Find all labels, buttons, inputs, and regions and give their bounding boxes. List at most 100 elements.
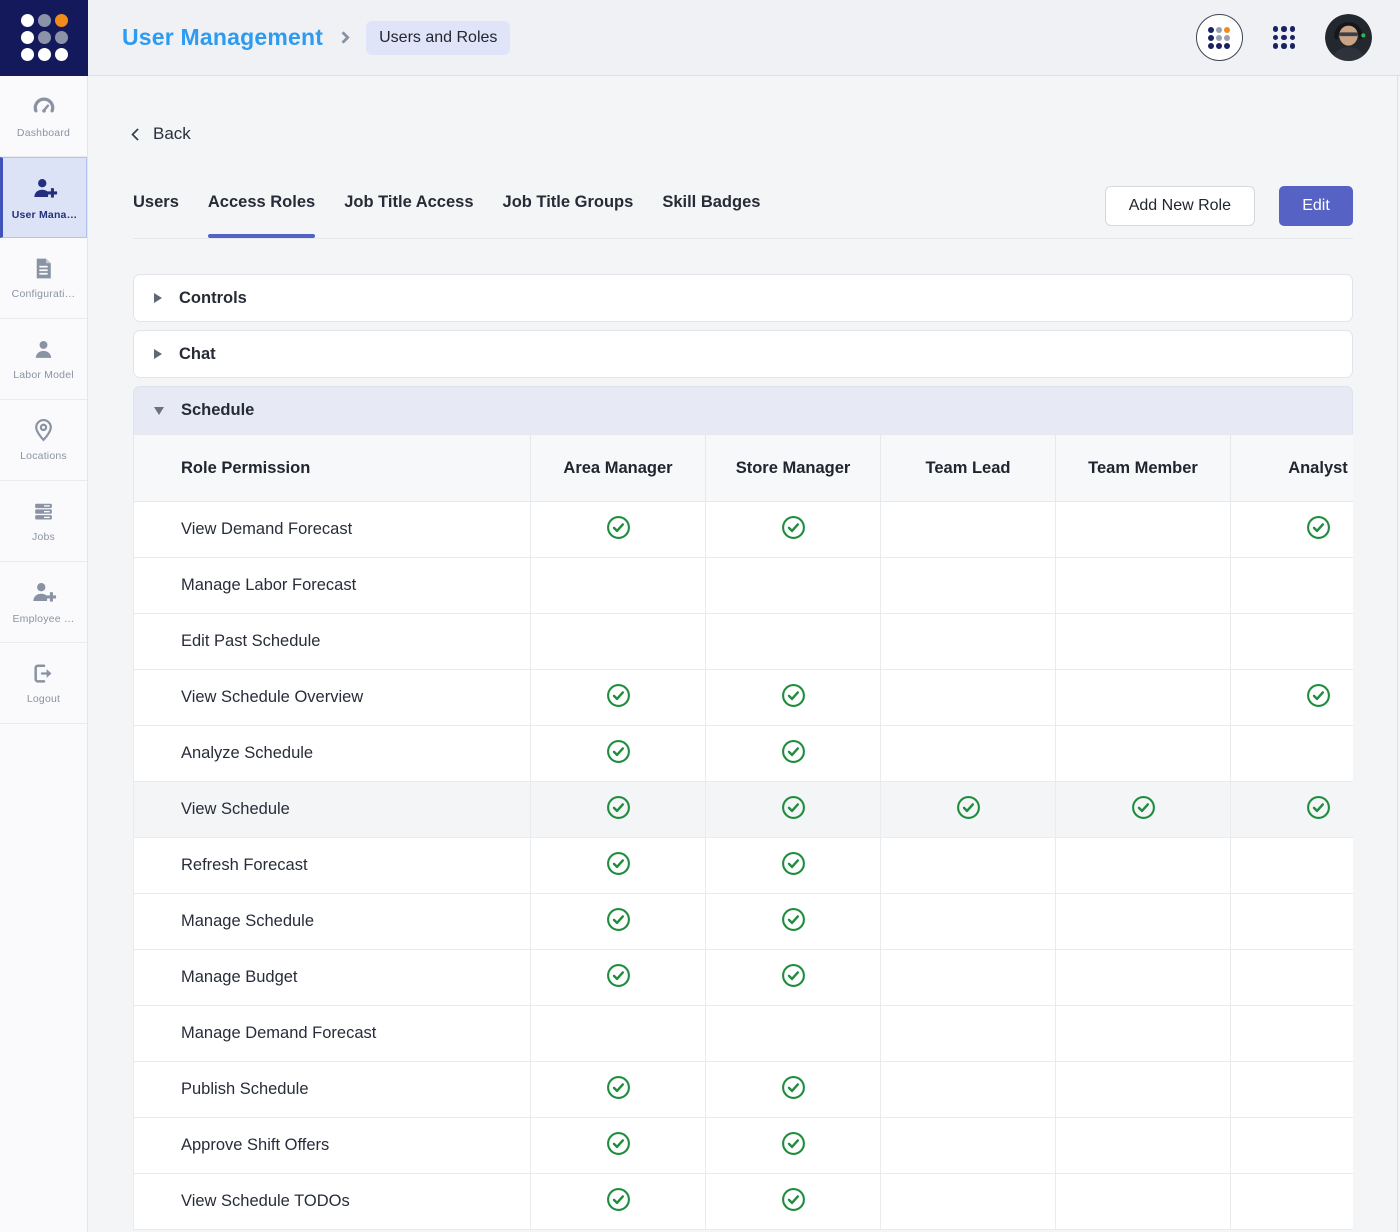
permission-cell bbox=[1055, 949, 1231, 1006]
chevron-left-icon bbox=[131, 127, 144, 141]
permission-cell bbox=[705, 837, 881, 894]
check-icon bbox=[1131, 851, 1156, 876]
accordion-section-controls[interactable]: Controls bbox=[133, 274, 1353, 322]
check-icon bbox=[606, 627, 631, 652]
user-avatar[interactable] bbox=[1325, 14, 1372, 61]
permission-cell bbox=[1230, 837, 1353, 894]
app-switcher-button[interactable] bbox=[1195, 14, 1243, 61]
document-icon bbox=[36, 258, 51, 279]
permission-cell bbox=[880, 501, 1056, 558]
breadcrumb[interactable]: Users and Roles bbox=[366, 20, 511, 55]
permission-cell bbox=[1230, 1061, 1353, 1118]
table-row: View Schedule TODOs bbox=[133, 1173, 1353, 1230]
permission-cell bbox=[530, 669, 706, 726]
check-icon bbox=[606, 515, 631, 540]
sidebar-item-user-management[interactable]: User Mana… bbox=[0, 157, 87, 238]
check-icon bbox=[1306, 627, 1331, 652]
check-icon bbox=[1131, 627, 1156, 652]
add-new-role-button[interactable]: Add New Role bbox=[1104, 186, 1255, 226]
table-row: View Demand Forecast bbox=[133, 501, 1353, 558]
permission-cell bbox=[1055, 501, 1231, 558]
permission-label: View Demand Forecast bbox=[133, 501, 531, 558]
permission-cell bbox=[530, 781, 706, 838]
permission-cell bbox=[705, 669, 881, 726]
permission-label: Manage Demand Forecast bbox=[133, 1005, 531, 1062]
apps-grid-icon[interactable] bbox=[1272, 26, 1295, 49]
check-icon bbox=[1306, 571, 1331, 596]
sidebar-item-jobs[interactable]: Jobs bbox=[0, 481, 87, 562]
column-header-role-permission: Role Permission bbox=[133, 434, 531, 502]
permission-cell bbox=[1230, 781, 1353, 838]
sidebar-item-locations[interactable]: Locations bbox=[0, 400, 87, 481]
column-header-team-lead: Team Lead bbox=[880, 434, 1056, 502]
sidebar-item-label: Configurati… bbox=[11, 288, 76, 300]
permission-cell bbox=[705, 501, 881, 558]
tab-job-title-access[interactable]: Job Title Access bbox=[344, 193, 474, 211]
accordion-section-chat[interactable]: Chat bbox=[133, 330, 1353, 378]
permission-cell bbox=[1230, 669, 1353, 726]
check-icon bbox=[1131, 1131, 1156, 1156]
check-icon bbox=[781, 627, 806, 652]
table-header-row: Role Permission Area Manager Store Manag… bbox=[133, 434, 1353, 502]
sidebar-item-logout[interactable]: Logout bbox=[0, 643, 87, 724]
column-header-area-manager: Area Manager bbox=[530, 434, 706, 502]
check-icon bbox=[606, 739, 631, 764]
permission-label: Manage Schedule bbox=[133, 893, 531, 950]
check-icon bbox=[606, 683, 631, 708]
check-icon bbox=[606, 907, 631, 932]
permission-cell bbox=[880, 1117, 1056, 1174]
sidebar-item-label: User Mana… bbox=[11, 208, 78, 221]
sidebar-item-employee[interactable]: Employee … bbox=[0, 562, 87, 643]
permission-cell bbox=[1055, 1005, 1231, 1062]
check-icon bbox=[1306, 515, 1331, 540]
check-icon bbox=[1306, 1131, 1331, 1156]
tab-users[interactable]: Users bbox=[133, 193, 179, 211]
header-actions bbox=[1195, 14, 1400, 61]
check-icon bbox=[606, 1187, 631, 1212]
check-icon bbox=[956, 683, 981, 708]
column-header-store-manager: Store Manager bbox=[705, 434, 881, 502]
permission-label: Publish Schedule bbox=[133, 1061, 531, 1118]
permission-cell bbox=[705, 781, 881, 838]
sidebar-nav: Dashboard User Mana… Configurati… Labor … bbox=[0, 76, 88, 1232]
table-row: Publish Schedule bbox=[133, 1061, 1353, 1118]
check-icon bbox=[781, 1187, 806, 1212]
permission-label: View Schedule TODOs bbox=[133, 1173, 531, 1230]
permission-cell bbox=[880, 949, 1056, 1006]
expanded-triangle-icon bbox=[154, 406, 164, 415]
sidebar-item-label: Jobs bbox=[32, 531, 55, 543]
permission-label: Refresh Forecast bbox=[133, 837, 531, 894]
permission-cell bbox=[705, 893, 881, 950]
check-icon bbox=[606, 571, 631, 596]
page-title[interactable]: User Management bbox=[122, 24, 324, 50]
permission-cell bbox=[705, 1061, 881, 1118]
accordion-section-schedule[interactable]: Schedule bbox=[133, 386, 1353, 434]
sidebar-item-label: Labor Model bbox=[13, 369, 74, 381]
tab-skill-badges[interactable]: Skill Badges bbox=[662, 193, 761, 211]
edit-button[interactable]: Edit bbox=[1279, 186, 1353, 226]
sidebar-item-labor-model[interactable]: Labor Model bbox=[0, 319, 87, 400]
user-plus-icon bbox=[34, 178, 58, 198]
check-icon bbox=[781, 571, 806, 596]
permission-cell bbox=[705, 725, 881, 782]
check-icon bbox=[781, 963, 806, 988]
permission-cell bbox=[880, 781, 1056, 838]
check-icon bbox=[781, 1019, 806, 1044]
tab-access-roles[interactable]: Access Roles bbox=[207, 193, 316, 238]
check-icon bbox=[1306, 795, 1331, 820]
sidebar-item-dashboard[interactable]: Dashboard bbox=[0, 76, 87, 157]
back-link[interactable]: Back bbox=[131, 124, 191, 144]
permission-cell bbox=[880, 1061, 1056, 1118]
tab-job-title-groups[interactable]: Job Title Groups bbox=[502, 193, 634, 211]
check-icon bbox=[781, 683, 806, 708]
table-row: View Schedule Overview bbox=[133, 669, 1353, 726]
permission-cell bbox=[1055, 1117, 1231, 1174]
permissions-table-container: Role Permission Area Manager Store Manag… bbox=[133, 434, 1353, 1230]
check-icon bbox=[1131, 795, 1156, 820]
person-icon bbox=[35, 340, 52, 358]
table-row: Edit Past Schedule bbox=[133, 613, 1353, 670]
tab-bar: Users Access Roles Job Title Access Job … bbox=[133, 186, 1353, 239]
permission-cell bbox=[1055, 1173, 1231, 1230]
sidebar-item-configuration[interactable]: Configurati… bbox=[0, 238, 87, 319]
